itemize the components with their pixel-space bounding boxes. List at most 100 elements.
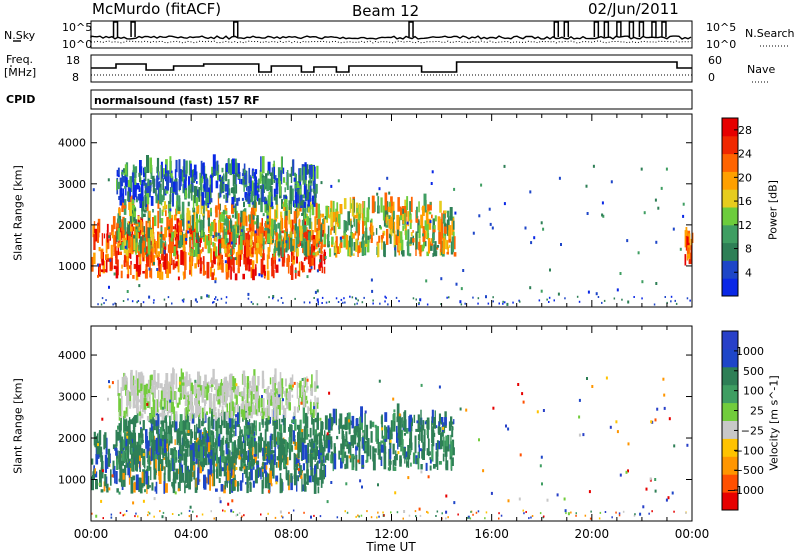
echo-velocity-2-431 [152, 399, 156, 418]
echo-velocity-2-423 [276, 395, 280, 405]
echo-power-1-765 [416, 206, 418, 219]
scatter-power-78 [212, 235, 215, 238]
echo-power-1-515 [392, 225, 395, 234]
echo-power-0-452 [100, 269, 104, 273]
scatter-power-0 [314, 290, 317, 294]
scatter-velocity-3 [567, 512, 570, 516]
echo-velocity-0-441 [304, 444, 308, 460]
echo-power-2-193 [145, 187, 149, 194]
echo-velocity-0-310 [164, 466, 166, 475]
echo-power-0-454 [169, 252, 172, 264]
echo-velocity-2-48 [176, 402, 180, 408]
echo-velocity-1-322 [251, 422, 253, 434]
ground-velocity-43 [500, 514, 503, 517]
echo-power-2-272 [183, 179, 187, 189]
echo-power-2-319 [160, 195, 164, 203]
echo-power-2-169 [253, 172, 257, 180]
echo-velocity-1-652 [427, 438, 430, 457]
echo-velocity-1-447 [118, 455, 122, 470]
echo-velocity-0-127 [245, 451, 248, 460]
echo-velocity-2-271 [278, 397, 281, 416]
echo-velocity-1-421 [167, 425, 170, 434]
echo-velocity-2-375 [142, 394, 145, 402]
echo-velocity-2-435 [273, 383, 276, 387]
echo-velocity-1-672 [451, 439, 455, 453]
ground-velocity-92 [235, 514, 237, 517]
echo-velocity-0-484 [104, 474, 107, 487]
ground-power-63 [418, 302, 420, 304]
echo-velocity-2-258 [165, 392, 167, 405]
echo-velocity-2-106 [190, 392, 194, 411]
echo-power-0-239 [106, 230, 109, 243]
echo-velocity-1-547 [211, 419, 214, 429]
echo-power-1-655 [365, 217, 368, 229]
echo-power-1-743 [215, 205, 218, 218]
echo-power-0-501 [112, 216, 116, 230]
echo-velocity-0-70 [100, 489, 104, 493]
echo-velocity-1-779 [246, 428, 249, 435]
echo-power-1-233 [165, 210, 167, 217]
echo-velocity-1-485 [392, 443, 395, 455]
scatter-power-91 [339, 236, 342, 240]
echo-velocity-1-686 [122, 439, 125, 448]
echo-power-1-466 [307, 207, 311, 213]
ground-velocity-81 [598, 517, 601, 520]
echo-power-0-82 [121, 264, 123, 269]
echo-power-2-9 [283, 194, 286, 200]
echo-velocity-2-296 [145, 383, 148, 395]
power-colorbar-tick-label-3: 16 [738, 195, 752, 208]
ground-velocity-75 [419, 514, 422, 517]
echo-velocity-1-391 [191, 431, 194, 439]
echo-velocity-0-294 [209, 449, 211, 457]
echo-velocity-0-387 [133, 445, 137, 458]
echo-power-1-265 [279, 225, 282, 241]
scatter-velocity-22 [591, 385, 594, 388]
nsearch-tick-low: 10^0 [706, 38, 737, 51]
echo-power-0-155 [302, 265, 305, 273]
ground-power-58 [385, 296, 387, 299]
echo-velocity-2-303 [248, 406, 251, 416]
echo-power-1-114 [334, 221, 337, 236]
echo-power-1-324 [270, 218, 274, 231]
echo-power-1-794 [277, 241, 281, 256]
echo-power-2-411 [134, 185, 137, 198]
ground-power-0 [675, 302, 678, 305]
echo-power-2-451 [124, 164, 128, 175]
echo-velocity-2-438 [214, 379, 218, 390]
scatter-velocity-2 [389, 439, 392, 443]
ground-power-107 [384, 295, 386, 298]
echo-power-1-394 [179, 214, 183, 219]
echo-power-2-307 [233, 174, 236, 185]
echo-power-1-790 [271, 225, 273, 237]
echo-velocity-0-448 [165, 439, 168, 449]
echo-power-2-323 [200, 160, 203, 178]
echo-power-1-768 [415, 231, 418, 250]
echo-power-2-157 [237, 163, 240, 180]
echo-velocity-1-395 [320, 428, 322, 447]
scatter-velocity-29 [107, 397, 109, 401]
echo-power-1-782 [120, 245, 122, 251]
ytick-label-power-3: 4000 [58, 137, 86, 150]
ground-power-109 [225, 301, 227, 304]
echo-velocity-1-84 [332, 453, 334, 472]
echo-velocity-1-8 [447, 434, 450, 452]
echo-power-0-408 [238, 235, 240, 250]
scatter-power-1 [310, 266, 313, 270]
echo-velocity-0-511 [312, 468, 314, 482]
x-axis-title: Time UT [366, 540, 416, 554]
echo-power-1-292 [341, 235, 345, 239]
echo-velocity-1-557 [302, 406, 305, 424]
ground-velocity-116 [570, 511, 572, 514]
echo-velocity-1-504 [276, 456, 279, 461]
echo-power-2-441 [261, 184, 264, 203]
echo-velocity-1-38 [324, 415, 328, 430]
echo-power-1-460 [185, 229, 188, 239]
echo-power-1-791 [350, 238, 353, 256]
scatter-velocity-78 [615, 420, 618, 424]
echo-velocity-2-328 [184, 400, 188, 407]
echo-velocity-1-666 [321, 459, 324, 466]
echo-velocity-1-467 [216, 454, 218, 469]
echo-power-2-366 [254, 169, 258, 175]
echo-power-1-640 [332, 211, 336, 222]
echo-power-1-507 [393, 230, 396, 248]
